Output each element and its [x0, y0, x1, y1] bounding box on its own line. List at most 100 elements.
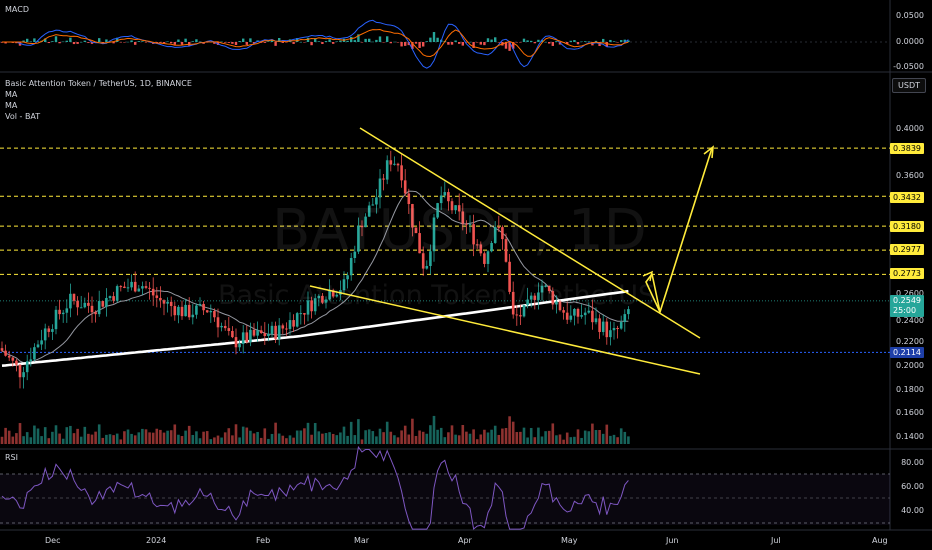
price-axis-label: 0.3600 [896, 171, 924, 180]
candle-body [421, 253, 425, 269]
macd-hist-bar [407, 42, 410, 46]
candle-body [151, 288, 155, 296]
indicator-ma-1[interactable]: MA [5, 90, 18, 99]
candle-body [65, 308, 69, 313]
volume-bar [569, 437, 573, 444]
volume-bar [529, 427, 533, 444]
candle-body [108, 296, 112, 298]
macd-hist-bar [580, 41, 583, 43]
volume-bar [25, 432, 29, 444]
candle-body [36, 344, 40, 348]
candle-body [342, 279, 346, 291]
volume-bar [133, 435, 137, 444]
candle-body [141, 286, 144, 289]
macd-hist-bar [357, 34, 360, 42]
macd-hist-bar [83, 40, 86, 42]
candle-body [601, 321, 605, 333]
candle-body [436, 203, 439, 218]
indicator-ma-2[interactable]: MA [5, 101, 18, 110]
price-axis-label: 0.2000 [896, 361, 924, 370]
candle-body [101, 301, 105, 307]
candle-body [184, 304, 187, 317]
candle-body [393, 163, 396, 165]
candle-body [346, 275, 349, 280]
volume-bar [439, 427, 443, 444]
macd-hist-bar [339, 40, 342, 42]
macd-hist-bar [105, 39, 108, 42]
volume-bar [87, 433, 90, 444]
currency-button[interactable]: USDT [892, 78, 926, 93]
candle-body [220, 325, 223, 328]
candle-body [43, 328, 47, 341]
chart-title[interactable]: Basic Attention Token / TetherUS, 1D, BI… [5, 79, 192, 88]
macd-hist-bar [490, 39, 493, 42]
macd-hist-bar [335, 41, 338, 42]
candle-body [173, 306, 177, 316]
candle-body [40, 340, 43, 345]
macd-hist-bar [62, 41, 65, 43]
macd-title[interactable]: MACD [5, 5, 29, 14]
candle-body [292, 320, 295, 327]
time-axis-label: Feb [256, 536, 271, 545]
macd-hist-bar [234, 42, 238, 46]
candle-body [591, 310, 594, 323]
macd-signal-line [2, 28, 629, 58]
price-axis-label: 0.2200 [896, 337, 924, 346]
candle-body [15, 360, 18, 365]
volume-bar [547, 430, 551, 444]
volume-bar [292, 437, 295, 444]
macd-hist-bar [393, 41, 396, 43]
time-axis-label: Apr [458, 536, 472, 545]
candle-body [11, 357, 15, 361]
macd-hist-bar [620, 40, 623, 42]
volume-bar [101, 437, 105, 444]
candle-body [4, 350, 7, 356]
macd-histogram [0, 32, 630, 51]
time-axis-label: 2024 [146, 536, 167, 545]
candle-body [205, 310, 209, 313]
time-axis-label: Jun [666, 536, 679, 545]
macd-hist-bar [508, 42, 511, 51]
candle-body [83, 302, 87, 308]
price-axis-label: 0.1600 [896, 408, 924, 417]
volume-bar [349, 421, 353, 444]
macd-hist-bar [292, 42, 295, 44]
macd-hist-bar [177, 39, 180, 42]
candle-body [306, 300, 310, 315]
candle-body [425, 266, 429, 269]
macd-hist-bar [310, 42, 313, 46]
volume-bar [382, 432, 385, 444]
candle-body [126, 287, 130, 289]
candle-body [378, 178, 382, 198]
candle-body [97, 301, 101, 315]
volume-bar [385, 421, 389, 444]
candle-body [94, 312, 97, 315]
volume-bar [198, 438, 202, 444]
level-tag: 0.3432 [890, 192, 924, 203]
rsi-title[interactable]: RSI [5, 453, 18, 462]
macd-hist-bar [36, 41, 40, 42]
rsi-axis-label: 60.00 [901, 482, 924, 491]
candle-body [130, 281, 133, 288]
macd-hist-bar [418, 42, 421, 48]
macd-hist-bar [346, 40, 349, 42]
level-tag: 0.2977 [890, 244, 924, 255]
candle-body [367, 205, 371, 217]
volume-bar [375, 436, 378, 444]
volume-bar [619, 428, 623, 444]
volume-bar [598, 430, 601, 444]
macd-hist-bar [486, 38, 490, 42]
candle-body [281, 325, 285, 329]
candle-body [216, 317, 220, 328]
volume-bar [213, 437, 216, 444]
volume-bar [565, 432, 569, 444]
volume-bar [609, 435, 612, 444]
macd-hist-bar [281, 42, 284, 43]
macd-hist-bar [249, 38, 252, 42]
macd-hist-bar [119, 42, 122, 43]
indicator-volume[interactable]: Vol - BAT [5, 112, 41, 121]
candle-body [454, 205, 457, 211]
macd-hist-bar [360, 42, 364, 43]
candle-body [335, 294, 339, 297]
